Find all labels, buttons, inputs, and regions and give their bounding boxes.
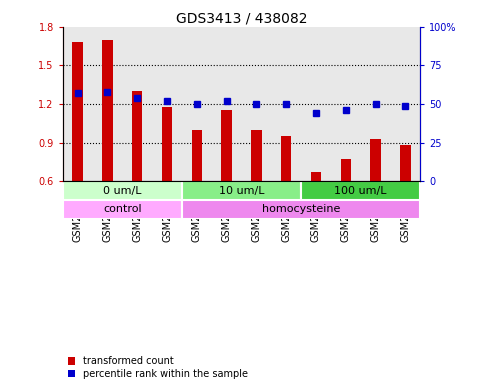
Bar: [251, 130, 262, 181]
Bar: [221, 111, 232, 181]
Bar: [271, 27, 301, 181]
Bar: [361, 27, 390, 181]
Text: 10 um/L: 10 um/L: [219, 185, 264, 195]
Bar: [400, 145, 411, 181]
Legend: transformed count, percentile rank within the sample: transformed count, percentile rank withi…: [68, 356, 248, 379]
Bar: [152, 27, 182, 181]
Bar: [370, 139, 381, 181]
Bar: [102, 40, 113, 181]
Bar: [281, 136, 291, 181]
Text: 100 um/L: 100 um/L: [334, 185, 387, 195]
Bar: [122, 27, 152, 181]
Text: 0 um/L: 0 um/L: [103, 185, 142, 195]
Bar: [301, 27, 331, 181]
Bar: [182, 200, 420, 219]
Bar: [63, 181, 182, 200]
Bar: [63, 27, 93, 181]
Bar: [63, 200, 182, 219]
Bar: [301, 181, 420, 200]
Text: homocysteine: homocysteine: [262, 204, 340, 214]
Bar: [192, 130, 202, 181]
Bar: [341, 159, 351, 181]
Bar: [311, 172, 321, 181]
Bar: [132, 91, 142, 181]
Bar: [390, 27, 420, 181]
Title: GDS3413 / 438082: GDS3413 / 438082: [176, 12, 307, 26]
Bar: [162, 107, 172, 181]
Bar: [212, 27, 242, 181]
Text: control: control: [103, 204, 142, 214]
Bar: [93, 27, 122, 181]
Bar: [72, 42, 83, 181]
Bar: [182, 181, 301, 200]
Bar: [331, 27, 361, 181]
Bar: [242, 27, 271, 181]
Bar: [182, 27, 212, 181]
